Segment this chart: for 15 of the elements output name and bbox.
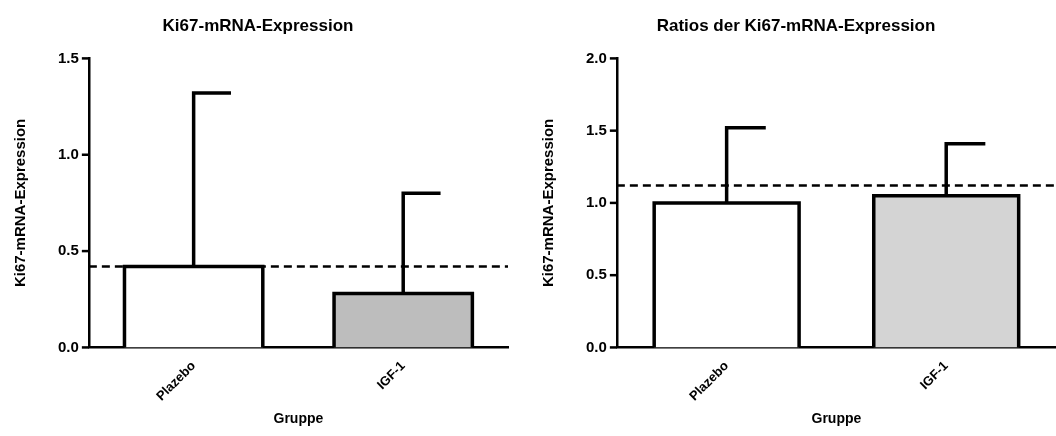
y-tick-label: 0.0 (57, 337, 79, 355)
y-tick-label: 0.5 (585, 265, 607, 283)
y-tick-label: 1.0 (57, 144, 79, 162)
y-axis-title: Ki67-mRNA-Expression (11, 118, 29, 288)
x-axis-title: Gruppe (273, 410, 324, 427)
y-tick-label: 1.0 (585, 193, 607, 211)
y-tick-label: 0.0 (585, 337, 607, 355)
chart-title: Ki67-mRNA-Expression (162, 15, 354, 35)
chart-title: Ratios der Ki67-mRNA-Expression (656, 15, 936, 35)
y-tick-label: 2.0 (585, 48, 607, 66)
y-tick-label: 1.5 (585, 120, 607, 138)
y-tick-label: 1.5 (57, 48, 79, 66)
x-axis-title: Gruppe (811, 410, 862, 427)
y-axis-title: Ki67-mRNA-Expression (539, 118, 557, 288)
y-tick-label: 0.5 (57, 241, 79, 259)
